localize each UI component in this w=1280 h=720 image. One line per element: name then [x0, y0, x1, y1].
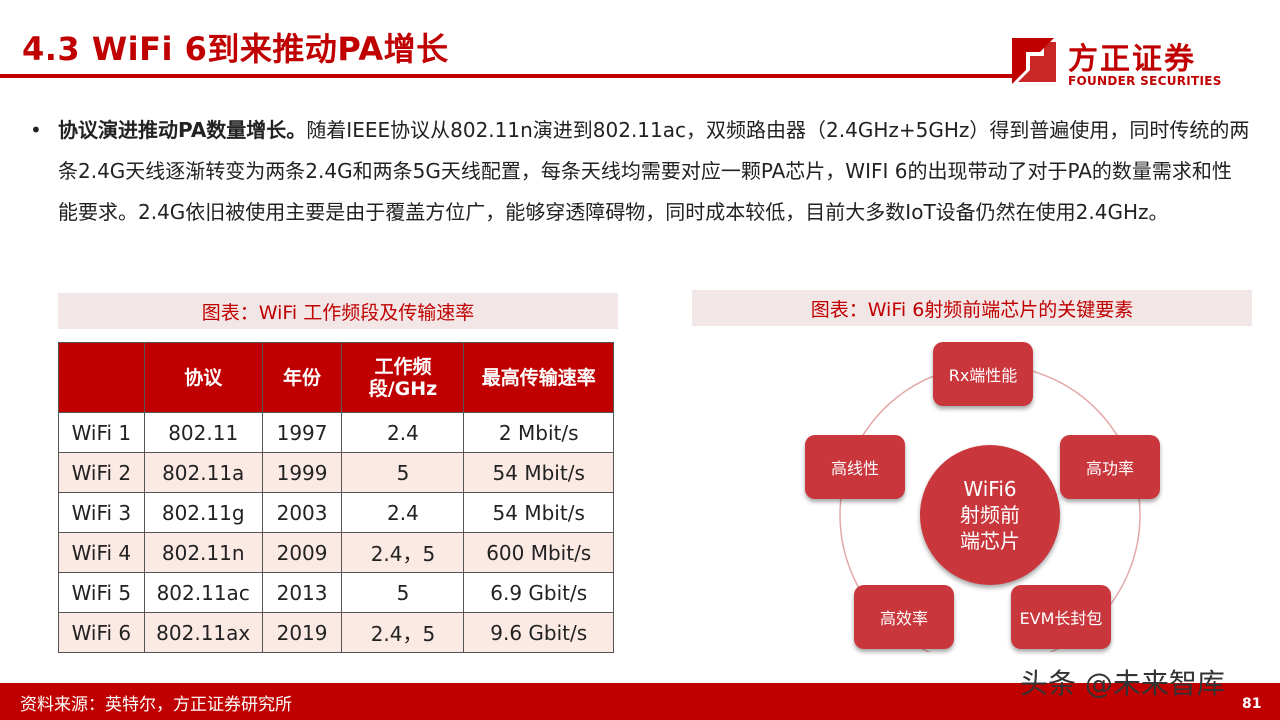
- table-cell: WiFi 4: [58, 532, 145, 573]
- table-header-cell: 工作频段/GHz: [341, 342, 465, 413]
- table-cell: 1997: [261, 412, 343, 453]
- table-header-cell: 最高传输速率: [463, 342, 614, 413]
- table-cell: 2.4，5: [341, 612, 465, 653]
- table-cell: 2019: [261, 612, 343, 653]
- table-cell: 2.4: [341, 492, 465, 533]
- node-high-linearity: 高线性: [805, 435, 905, 499]
- node-rx-performance: Rx端性能: [933, 342, 1033, 406]
- body-paragraph: • 协议演进推动PA数量增长。随着IEEE协议从802.11n演进到802.11…: [30, 110, 1250, 233]
- table-cell: 2.4: [341, 412, 465, 453]
- table-caption: 图表：WiFi 工作频段及传输速率: [58, 293, 618, 329]
- center-label-line: 端芯片: [960, 529, 1020, 553]
- table-cell: 9.6 Gbit/s: [463, 612, 614, 653]
- header-divider: [0, 74, 1015, 78]
- table-row: WiFi 3 802.11g 2003 2.4 54 Mbit/s: [58, 492, 614, 533]
- table-row: WiFi 5 802.11ac 2013 5 6.9 Gbit/s: [58, 572, 614, 613]
- table-cell: 5: [341, 452, 465, 493]
- table-cell: 54 Mbit/s: [463, 452, 614, 493]
- table-cell: 6.9 Gbit/s: [463, 572, 614, 613]
- center-label-line: 射频前: [960, 503, 1020, 527]
- table-cell: 2 Mbit/s: [463, 412, 614, 453]
- table-header-cell: 年份: [261, 342, 343, 413]
- table-row: WiFi 2 802.11a 1999 5 54 Mbit/s: [58, 452, 614, 493]
- wifi-standards-table: 协议 年份 工作频段/GHz 最高传输速率 WiFi 1 802.11 1997…: [58, 342, 614, 653]
- page-number: 81: [1242, 696, 1262, 712]
- table-cell: WiFi 5: [58, 572, 145, 613]
- table-cell: 2003: [261, 492, 343, 533]
- table-cell: 2013: [261, 572, 343, 613]
- node-high-efficiency: 高效率: [854, 585, 954, 649]
- table-cell: 54 Mbit/s: [463, 492, 614, 533]
- table-cell: WiFi 1: [58, 412, 145, 453]
- center-label-line: WiFi6: [963, 477, 1017, 501]
- table-cell: 1999: [261, 452, 343, 493]
- table-cell: 5: [341, 572, 465, 613]
- table-header-cell: 协议: [143, 342, 263, 413]
- logo-text-en: FOUNDER SECURITIES: [1068, 74, 1222, 88]
- table-cell: 802.11: [143, 412, 263, 453]
- founder-logo-icon: [1012, 38, 1056, 84]
- founder-logo: 方正证券 FOUNDER SECURITIES: [1004, 34, 1274, 94]
- table-cell: 2.4，5: [341, 532, 465, 573]
- node-evm: EVM长封包: [1011, 585, 1111, 649]
- rf-frontend-diagram: WiFi6 射频前 端芯片 Rx端性能 高功率 EVM长封包 高效率 高线性: [800, 342, 1180, 652]
- table-cell: 2009: [261, 532, 343, 573]
- table-header-cell: [58, 342, 145, 413]
- table-cell: 802.11g: [143, 492, 263, 533]
- table-cell: WiFi 2: [58, 452, 145, 493]
- table-row: WiFi 1 802.11 1997 2.4 2 Mbit/s: [58, 412, 614, 453]
- node-high-power: 高功率: [1060, 435, 1160, 499]
- table-row: WiFi 4 802.11n 2009 2.4，5 600 Mbit/s: [58, 532, 614, 573]
- footer-source: 资料来源：英特尔，方正证券研究所: [20, 695, 292, 715]
- center-circle: WiFi6 射频前 端芯片: [920, 445, 1060, 585]
- paragraph-text: 随着IEEE协议从802.11n演进到802.11ac，双频路由器（2.4GHz…: [58, 118, 1250, 224]
- table-row: WiFi 6 802.11ax 2019 2.4，5 9.6 Gbit/s: [58, 612, 614, 653]
- footer-bar: [0, 683, 1280, 720]
- table-header-row: 协议 年份 工作频段/GHz 最高传输速率: [58, 342, 614, 413]
- table-cell: 802.11n: [143, 532, 263, 573]
- table-cell: 600 Mbit/s: [463, 532, 614, 573]
- table-cell: 802.11ax: [143, 612, 263, 653]
- table-cell: 802.11ac: [143, 572, 263, 613]
- table-cell: 802.11a: [143, 452, 263, 493]
- bullet-marker: •: [30, 118, 42, 142]
- table-cell: WiFi 6: [58, 612, 145, 653]
- diagram-caption: 图表：WiFi 6射频前端芯片的关键要素: [692, 290, 1252, 326]
- paragraph-lead: 协议演进推动PA数量增长。: [58, 118, 307, 142]
- logo-text-cn: 方正证券: [1068, 42, 1196, 77]
- page-title: 4.3 WiFi 6到来推动PA增长: [22, 30, 449, 68]
- watermark: 头条 @未来智库: [1020, 667, 1225, 700]
- table-cell: WiFi 3: [58, 492, 145, 533]
